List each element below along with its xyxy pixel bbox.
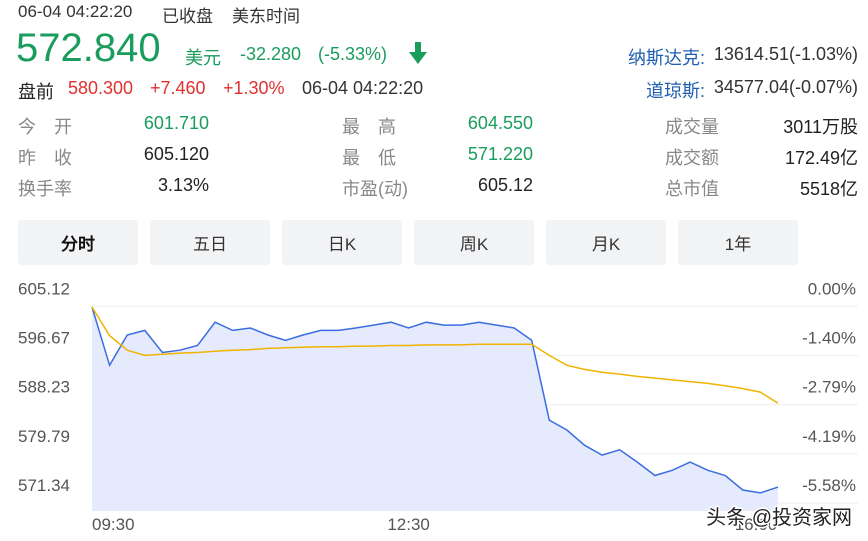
premarket-change: +7.460 [150, 78, 206, 98]
y2-tick-label: -4.19% [802, 427, 856, 446]
stat-label: 今 开 [18, 117, 72, 137]
currency: 美元 [185, 48, 221, 68]
stat-label: 市盈(动) [342, 179, 408, 199]
stat-label: 昨 收 [18, 148, 72, 168]
y2-tick-label: 0.00% [808, 279, 856, 298]
y-tick-label: 596.67 [18, 329, 70, 348]
index-value: 34577.04(-0.07%) [713, 77, 858, 97]
tab[interactable]: 分时 [18, 220, 138, 265]
premarket-label: 盘前 [18, 82, 54, 102]
stat-value: 605.120 [143, 144, 209, 164]
x-tick-label: 16:00 [735, 515, 778, 534]
watermark: 头条 @投资家网 [706, 506, 852, 529]
x-tick-label: 09:30 [92, 515, 135, 534]
stat-label: 成交额 [665, 148, 719, 168]
down-arrow [409, 52, 427, 64]
area [92, 307, 778, 511]
y2-tick-label: -2.79% [802, 378, 856, 397]
stat-label: 最 高 [342, 117, 396, 137]
stat-value: 5518亿 [799, 179, 858, 199]
change: -32.280 [240, 44, 302, 64]
tab[interactable]: 周K [414, 220, 534, 265]
status: 已收盘 [162, 7, 213, 26]
index-name[interactable]: 纳斯达克: [627, 48, 705, 68]
series-line [91, 306, 779, 494]
y-tick-label: 588.23 [18, 378, 70, 397]
stat-value: 605.12 [477, 175, 533, 195]
series-line [91, 306, 779, 404]
stat-value: 172.49亿 [784, 148, 858, 168]
index-value: 13614.51(-1.03%) [713, 44, 858, 64]
stat-label: 换手率 [18, 179, 72, 199]
stat-value: 571.220 [467, 144, 533, 164]
time: 06-04 04:22:20 [18, 2, 133, 21]
change-pct: (-5.33%) [318, 44, 388, 64]
stat-value: 3011万股 [783, 117, 858, 137]
premarket-price: 580.300 [68, 78, 134, 98]
premarket-pct: +1.30% [223, 78, 285, 98]
y-tick-label: 579.79 [18, 427, 70, 446]
zone: 美东时间 [232, 7, 300, 26]
down-arrow-stem [415, 42, 421, 53]
x-tick-label: 12:30 [387, 515, 430, 534]
stat-value: 601.710 [143, 113, 209, 133]
y-tick-label: 605.12 [18, 279, 70, 298]
price: 572.840 [16, 26, 161, 70]
stat-value: 3.13% [157, 175, 209, 195]
y2-tick-label: -5.58% [802, 476, 856, 495]
tab[interactable]: 月K [546, 220, 666, 265]
stat-label: 成交量 [665, 117, 719, 137]
tab[interactable]: 五日 [150, 220, 270, 265]
y2-tick-label: -1.40% [802, 329, 856, 348]
stat-value: 604.550 [467, 113, 533, 133]
tab[interactable]: 日K [282, 220, 402, 265]
premarket-time: 06-04 04:22:20 [302, 78, 424, 98]
stat-label: 总市值 [665, 179, 719, 199]
index-name[interactable]: 道琼斯: [645, 81, 705, 101]
stat-label: 最 低 [342, 148, 396, 168]
tab[interactable]: 1年 [678, 220, 798, 265]
y-tick-label: 571.34 [18, 476, 70, 495]
